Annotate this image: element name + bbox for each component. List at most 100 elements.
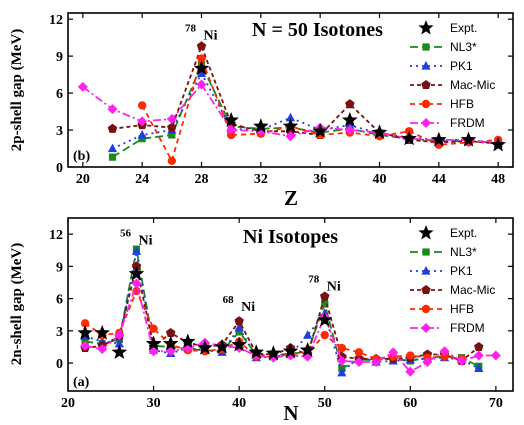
data-point bbox=[180, 333, 196, 349]
data-point bbox=[285, 112, 296, 122]
data-point bbox=[265, 345, 281, 360]
legend-marker bbox=[422, 43, 430, 51]
chart-title: N = 50 Isotones bbox=[252, 19, 383, 41]
data-point bbox=[473, 350, 484, 361]
x-tick-label: 20 bbox=[76, 172, 90, 187]
data-point bbox=[405, 366, 416, 377]
y-tick-label: 9 bbox=[56, 50, 63, 65]
data-point bbox=[353, 356, 364, 367]
y-tick-label: 12 bbox=[49, 13, 63, 28]
data-point bbox=[107, 123, 118, 133]
data-point bbox=[321, 300, 329, 308]
data-point bbox=[108, 153, 117, 161]
annotation-mass-number: 56 bbox=[120, 227, 132, 239]
data-point bbox=[474, 363, 484, 373]
data-point bbox=[317, 312, 333, 327]
legend-item: Expt. bbox=[418, 225, 477, 240]
legend-label: Mac-Mic bbox=[450, 283, 495, 297]
data-point bbox=[107, 143, 118, 153]
panel-label: (b) bbox=[73, 149, 90, 164]
legend-label: Mac-Mic bbox=[450, 78, 495, 92]
legend-marker bbox=[421, 99, 431, 109]
x-axis-label: Z bbox=[284, 186, 298, 210]
data-point bbox=[193, 60, 210, 75]
legend-item: NL3* bbox=[410, 245, 477, 259]
legend: Expt. NL3* PK1 Mac-Mic HFB FRDM bbox=[410, 20, 495, 130]
x-tick-label: 24 bbox=[135, 172, 149, 187]
annotation-element: Ni bbox=[327, 279, 341, 294]
data-point bbox=[440, 352, 449, 361]
annotation-mass-number: 68 bbox=[223, 294, 235, 306]
legend-item: Expt. bbox=[418, 20, 477, 35]
y-tick-label: 0 bbox=[56, 357, 63, 372]
x-tick-label: 50 bbox=[318, 396, 332, 411]
legend-marker bbox=[418, 20, 434, 35]
data-point bbox=[371, 124, 388, 139]
data-point bbox=[107, 104, 118, 115]
data-point bbox=[137, 129, 147, 139]
data-point bbox=[94, 324, 110, 340]
data-point bbox=[196, 68, 207, 77]
data-point bbox=[460, 131, 477, 147]
panel-label: (a) bbox=[73, 375, 90, 390]
series-line bbox=[84, 288, 462, 360]
data-point bbox=[248, 344, 264, 359]
data-point bbox=[197, 54, 206, 63]
x-tick-label: 28 bbox=[195, 172, 209, 187]
legend-marker bbox=[421, 80, 431, 90]
legend-item: PK1 bbox=[410, 59, 473, 73]
data-point bbox=[145, 335, 162, 351]
data-point bbox=[282, 118, 299, 133]
data-point bbox=[336, 355, 347, 366]
data-point bbox=[474, 341, 484, 351]
data-point bbox=[223, 112, 239, 127]
data-point bbox=[337, 343, 347, 353]
data-point bbox=[137, 101, 147, 110]
data-point bbox=[114, 338, 124, 348]
legend-marker bbox=[421, 285, 431, 295]
data-point bbox=[406, 351, 415, 360]
series-line bbox=[141, 55, 499, 164]
data-point bbox=[168, 131, 176, 139]
data-point bbox=[197, 340, 213, 355]
annotation-element: Ni bbox=[241, 300, 255, 315]
x-tick-label: 60 bbox=[403, 396, 417, 411]
data-point bbox=[235, 328, 243, 336]
data-point bbox=[163, 335, 179, 351]
plot-frame bbox=[67, 217, 514, 392]
data-point bbox=[138, 135, 146, 143]
x-tick-label: 30 bbox=[147, 396, 161, 411]
data-point bbox=[337, 367, 347, 377]
legend-item: HFB bbox=[410, 302, 474, 316]
series-expt-overlay bbox=[77, 265, 333, 360]
legend-label: Expt. bbox=[450, 21, 477, 35]
y-axis-label: 2p-shell gap (MeV) bbox=[9, 29, 25, 152]
data-point bbox=[231, 336, 247, 352]
data-point bbox=[80, 319, 90, 328]
legend: Expt. NL3* PK1 Mac-Mic HFB FRDM bbox=[410, 225, 495, 335]
data-point bbox=[196, 41, 207, 51]
legend-marker bbox=[422, 248, 430, 256]
y-axis-label: 2n-shell gap (MeV) bbox=[9, 243, 25, 366]
legend-marker bbox=[421, 266, 431, 275]
data-point bbox=[303, 330, 313, 339]
data-point bbox=[114, 330, 125, 341]
y-tick-label: 3 bbox=[56, 325, 63, 340]
legend-item: HFB bbox=[410, 97, 474, 111]
legend-item: Mac-Mic bbox=[410, 78, 495, 92]
panel-ni-isotopes: 20 30 40 50 60 70 0 3 6 9 12 56 Ni 68 Ni 78 Ni (a) Ni I… bbox=[9, 217, 514, 425]
x-tick-label: 20 bbox=[61, 396, 75, 411]
legend-label: NL3* bbox=[450, 40, 477, 54]
annotation-element: Ni bbox=[204, 28, 218, 43]
series-layer bbox=[77, 245, 501, 377]
data-point bbox=[422, 356, 433, 367]
data-point bbox=[128, 265, 145, 281]
data-point bbox=[371, 356, 382, 367]
x-tick-label: 48 bbox=[491, 172, 505, 187]
data-point bbox=[166, 113, 177, 124]
data-point bbox=[285, 131, 296, 142]
series-mac-mic bbox=[80, 261, 484, 365]
plot-frame bbox=[67, 12, 514, 168]
data-point bbox=[234, 322, 244, 332]
